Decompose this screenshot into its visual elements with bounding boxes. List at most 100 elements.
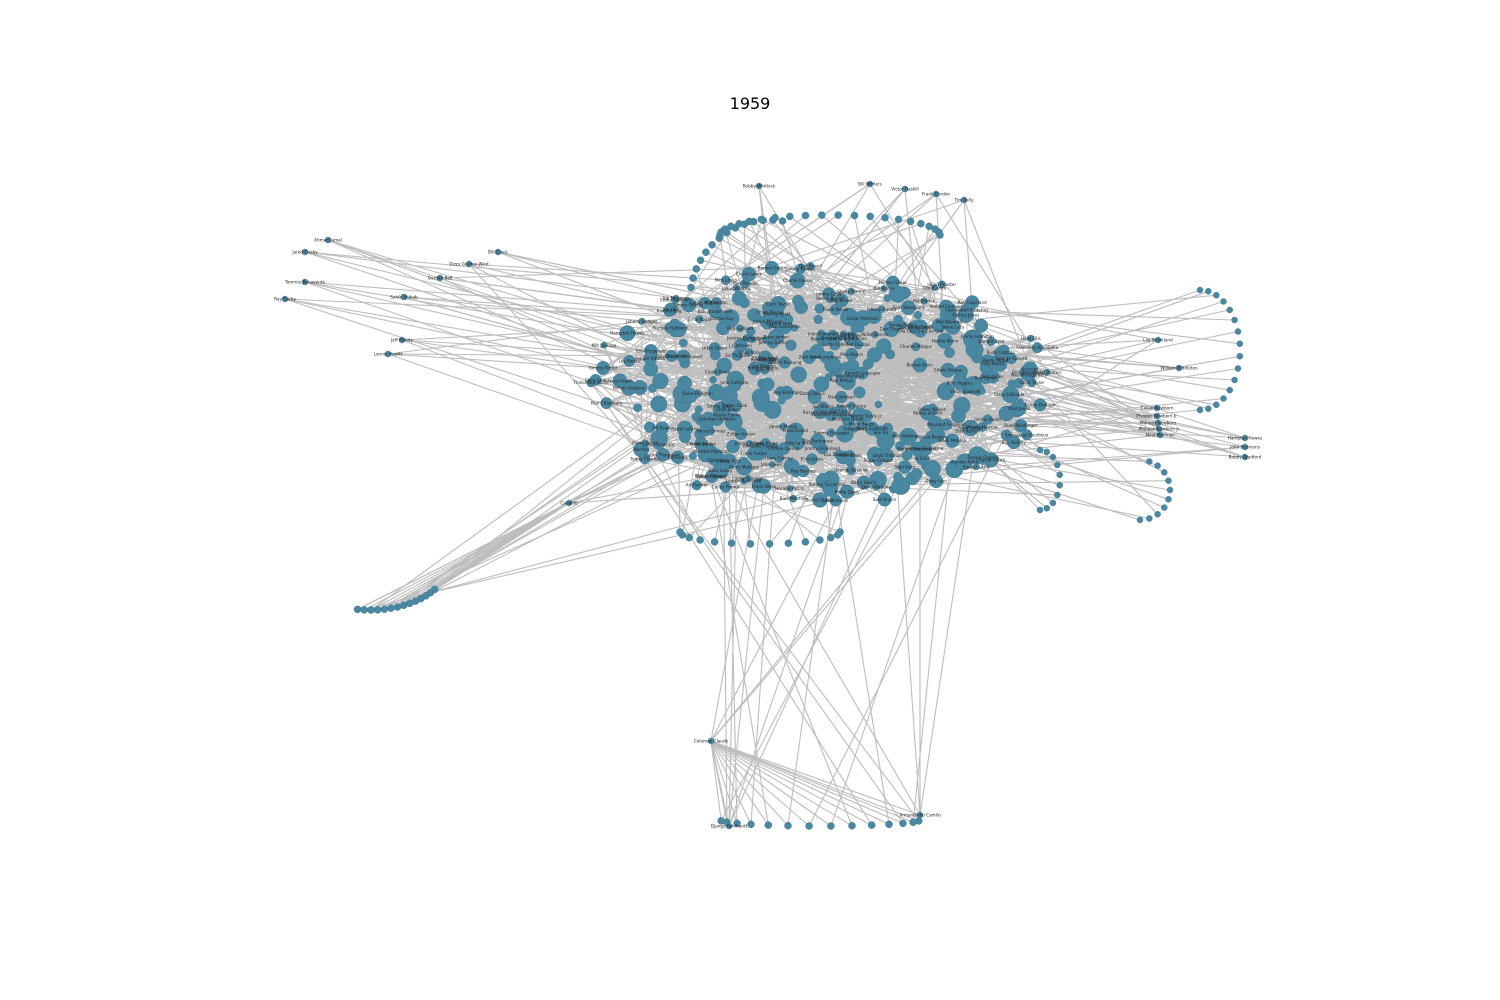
network-node-j-j-johnson[interactable] [733, 338, 748, 353]
network-node[interactable] [648, 383, 657, 393]
network-node-frankie-dunlop[interactable] [777, 442, 791, 455]
network-node-abbey-lincoln[interactable] [919, 404, 936, 421]
network-node[interactable] [644, 421, 656, 433]
network-node[interactable] [1154, 462, 1161, 469]
network-node-stephane-grappelli[interactable] [824, 407, 838, 422]
network-node-roy-eldridge[interactable] [779, 385, 794, 400]
network-node[interactable] [818, 211, 826, 219]
network-node[interactable] [373, 606, 382, 614]
network-node[interactable] [387, 604, 395, 612]
network-node-sonny-rollins[interactable] [899, 321, 907, 329]
network-node[interactable] [1234, 328, 1242, 335]
network-node[interactable] [1036, 506, 1044, 514]
network-node[interactable] [792, 294, 805, 307]
network-node-lloyd-trotman[interactable] [880, 448, 895, 463]
network-node-oscar-peterson[interactable] [854, 310, 871, 327]
network-node[interactable] [895, 441, 905, 451]
network-node[interactable] [814, 303, 825, 314]
network-node[interactable] [650, 395, 668, 413]
network-node[interactable] [1226, 386, 1233, 394]
network-node-victor-gaskill[interactable] [901, 185, 909, 193]
network-node-barry-harris[interactable] [856, 475, 871, 490]
network-node-stan-levey[interactable] [712, 462, 729, 479]
network-node-eddie-bert[interactable] [851, 425, 859, 433]
network-node-lex-humphries[interactable] [819, 351, 832, 364]
network-node[interactable] [746, 540, 755, 548]
network-node[interactable] [1236, 340, 1244, 347]
network-node-don-cherry[interactable] [883, 320, 900, 337]
network-node-bennie-green[interactable] [764, 260, 780, 276]
network-node[interactable] [1220, 395, 1227, 402]
network-node-armando-peraza[interactable] [756, 442, 764, 450]
network-node-john-coltrane[interactable] [728, 376, 741, 390]
network-node[interactable] [1165, 477, 1172, 484]
network-node-frank-wess[interactable] [756, 479, 772, 494]
network-node[interactable] [824, 373, 833, 382]
network-node[interactable] [1161, 504, 1168, 511]
network-node-johnny-hodges[interactable] [638, 317, 646, 325]
network-node-art-taylor[interactable] [748, 335, 756, 344]
network-node[interactable] [393, 603, 402, 611]
network-node-tommy-turrentine[interactable] [822, 480, 832, 490]
network-node-armandinho-camilo[interactable] [916, 811, 924, 819]
network-node-lily-strickland[interactable] [1154, 336, 1162, 344]
network-node[interactable] [687, 283, 695, 292]
network-node-sam-jones[interactable] [985, 369, 1000, 384]
network-node[interactable] [733, 819, 741, 828]
network-node-carlos-patato[interactable] [719, 481, 732, 493]
network-node[interactable] [874, 400, 883, 409]
network-node[interactable] [1196, 286, 1204, 294]
network-node-wendell-marshall[interactable] [704, 444, 718, 459]
network-node[interactable] [835, 424, 854, 443]
network-node[interactable] [1161, 469, 1168, 476]
network-node-lonnie-hewitt[interactable] [384, 350, 392, 358]
network-node-frank-rehak[interactable] [829, 303, 842, 316]
network-node[interactable] [805, 822, 813, 830]
network-node[interactable] [380, 605, 389, 613]
network-node-kenny-clarke[interactable] [722, 410, 733, 420]
network-node-shelly-manne[interactable] [847, 287, 855, 296]
network-node-horace-parlan[interactable] [786, 485, 794, 492]
network-node-django-reinhardt[interactable] [725, 822, 733, 830]
network-node-noel-marriner[interactable] [1156, 431, 1164, 439]
network-node[interactable] [850, 211, 859, 220]
network-node-ben-webster[interactable] [900, 430, 911, 441]
network-node[interactable] [1236, 353, 1244, 360]
network-node[interactable] [765, 540, 774, 548]
network-node-lee-konitz[interactable] [623, 354, 636, 367]
network-node-percy-heath[interactable] [612, 373, 628, 389]
network-node-sahib-shihab[interactable] [400, 293, 408, 301]
network-node-hampton-hawes-2[interactable] [1241, 434, 1249, 442]
network-node-bill-withers[interactable] [866, 180, 874, 188]
network-node-ornette-coleman[interactable] [835, 334, 843, 342]
network-node[interactable] [867, 821, 876, 829]
network-node-scott-lafaro[interactable] [676, 420, 693, 437]
network-node[interactable] [1043, 504, 1051, 512]
network-node-red-garland[interactable] [736, 324, 745, 333]
network-node-dizzy-reece[interactable] [807, 389, 817, 398]
network-node[interactable] [685, 533, 693, 542]
network-node-frank-gordon[interactable] [932, 190, 940, 198]
network-node-jimmy-giuffre[interactable] [681, 297, 697, 313]
network-node[interactable] [853, 386, 866, 399]
network-node-eric-dolphy[interactable] [1006, 435, 1021, 450]
network-node[interactable] [717, 817, 725, 825]
network-node-gerry-mulligan[interactable] [735, 458, 753, 476]
network-node-dizzy-ivan[interactable] [929, 474, 944, 489]
network-node-bernie-glow[interactable] [816, 331, 831, 347]
network-node-bud-powell[interactable] [806, 262, 815, 271]
network-node[interactable] [1056, 481, 1063, 489]
network-node-bobby-bradford[interactable] [1241, 453, 1249, 461]
network-node-tim-kelly[interactable] [960, 196, 968, 204]
network-node-modesto-duran[interactable] [841, 413, 854, 426]
network-node[interactable] [1146, 515, 1153, 522]
network-node-charles-mingus[interactable] [911, 342, 921, 352]
network-node[interactable] [913, 310, 923, 320]
network-node-bill-evans[interactable] [671, 450, 685, 464]
network-node-william-middleton[interactable] [1175, 364, 1183, 372]
network-node-coleman-claude[interactable] [707, 737, 715, 745]
network-node-ronnie-boykins[interactable] [925, 430, 940, 445]
network-node-eddie-davis[interactable] [839, 484, 855, 499]
network-node[interactable] [813, 314, 823, 325]
network-node[interactable] [1213, 401, 1220, 409]
